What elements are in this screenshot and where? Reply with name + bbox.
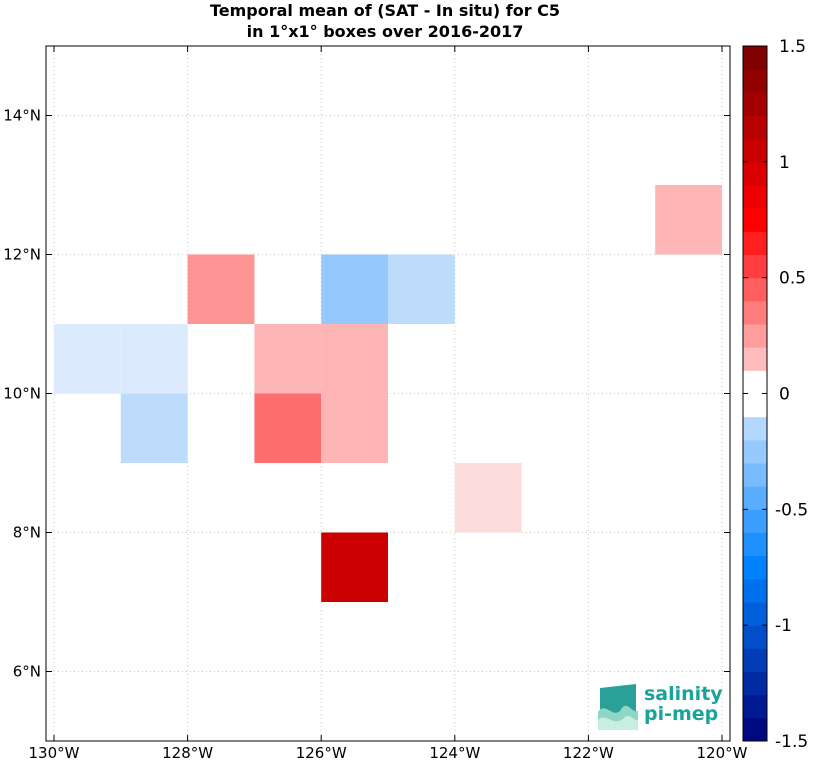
- data-box-1: [120, 324, 188, 394]
- colorbar-tick-label-3: 0: [779, 385, 790, 405]
- colorbar-segment-0: [743, 717, 767, 742]
- y-tick-label-0: 6°N: [13, 663, 41, 681]
- colorbar-tick-label-0: -1.5: [775, 732, 808, 752]
- colorbar-segment-11: [743, 463, 767, 487]
- colorbar-segment-20: [743, 254, 767, 279]
- colorbar-segment-22: [743, 208, 767, 232]
- colorbar-segment-9: [743, 509, 767, 533]
- chart-title-line-1: Temporal mean of (SAT - In situ) for C5: [209, 1, 561, 20]
- logo-word-salinity: salinity: [644, 683, 723, 705]
- colorbar-tick-label-4: 0.5: [779, 269, 806, 289]
- data-box-8: [321, 393, 388, 463]
- colorbar-segment-23: [743, 185, 767, 209]
- colorbar-segment-13: [743, 416, 767, 441]
- colorbar-segment-10: [743, 486, 767, 510]
- logo-word-pi-mep: pi-mep: [644, 703, 719, 725]
- colorbar-segment-24: [743, 161, 767, 186]
- colorbar: -1.5 -1 -0.5 0 0.5 1 1.5: [742, 37, 808, 752]
- colorbar-segment-15: [743, 370, 767, 394]
- colorbar-tick-label-5: 1: [779, 153, 790, 173]
- chart-title: Temporal mean of (SAT - In situ) for C5 …: [0, 0, 770, 42]
- colorbar-segment-27: [743, 92, 767, 116]
- colorbar-segment-6: [743, 578, 767, 603]
- data-box-6: [321, 254, 388, 324]
- x-tick-label-0: 130°W: [29, 744, 80, 762]
- y-tick-label-2: 10°N: [3, 385, 41, 403]
- colorbar-tick-label-2: -0.5: [775, 500, 808, 520]
- data-box-2: [120, 393, 188, 463]
- salinity-pi-mep-logo: salinity pi-mep: [596, 680, 726, 732]
- colorbar-segment-29: [743, 46, 767, 70]
- colorbar-segment-12: [743, 439, 767, 464]
- data-box-4: [254, 324, 322, 394]
- data-box-12: [655, 185, 722, 255]
- axis-ticks: 130°W 128°W 126°W 124°W 122°W 120°W 6°N 8°N 10°N…: [3, 46, 748, 762]
- x-tick-label-5: 120°W: [697, 744, 748, 762]
- data-box-7: [321, 324, 388, 394]
- data-box-9: [321, 532, 388, 602]
- colorbar-segment-4: [743, 625, 767, 649]
- data-boxes: [54, 185, 722, 602]
- x-tick-label-4: 122°W: [563, 744, 614, 762]
- chart-title-line-2: in 1°x1° boxes over 2016-2017: [246, 22, 524, 41]
- x-tick-label-1: 128°W: [162, 744, 213, 762]
- x-tick-label-3: 124°W: [429, 744, 480, 762]
- colorbar-tick-label-6: 1.5: [779, 37, 806, 57]
- data-box-3: [187, 254, 255, 324]
- colorbar-tick-label-1: -1: [775, 616, 792, 636]
- wave-logo-icon: [598, 684, 638, 730]
- colorbar-segment-8: [743, 532, 767, 557]
- colorbar-segment-26: [743, 115, 767, 140]
- x-tick-label-2: 126°W: [296, 744, 347, 762]
- colorbar-segment-1: [743, 694, 767, 719]
- colorbar-segment-7: [743, 555, 767, 580]
- colorbar-segment-5: [743, 602, 767, 626]
- data-box-0: [54, 324, 121, 394]
- y-tick-label-3: 12°N: [3, 246, 41, 264]
- data-box-10: [388, 254, 455, 324]
- colorbar-segment-25: [743, 138, 767, 163]
- data-box-11: [454, 463, 522, 533]
- colorbar-segment-18: [743, 300, 767, 325]
- y-tick-label-1: 8°N: [13, 524, 41, 542]
- colorbar-segment-21: [743, 231, 767, 255]
- data-box-5: [254, 393, 322, 463]
- colorbar-segment-3: [743, 648, 767, 672]
- colorbar-segment-2: [743, 671, 767, 696]
- colorbar-segment-19: [743, 277, 767, 302]
- colorbar-segment-17: [743, 324, 767, 348]
- colorbar-segment-16: [743, 347, 767, 371]
- colorbar-segment-14: [743, 393, 767, 418]
- colorbar-segment-28: [743, 69, 767, 93]
- y-tick-label-4: 14°N: [3, 107, 41, 125]
